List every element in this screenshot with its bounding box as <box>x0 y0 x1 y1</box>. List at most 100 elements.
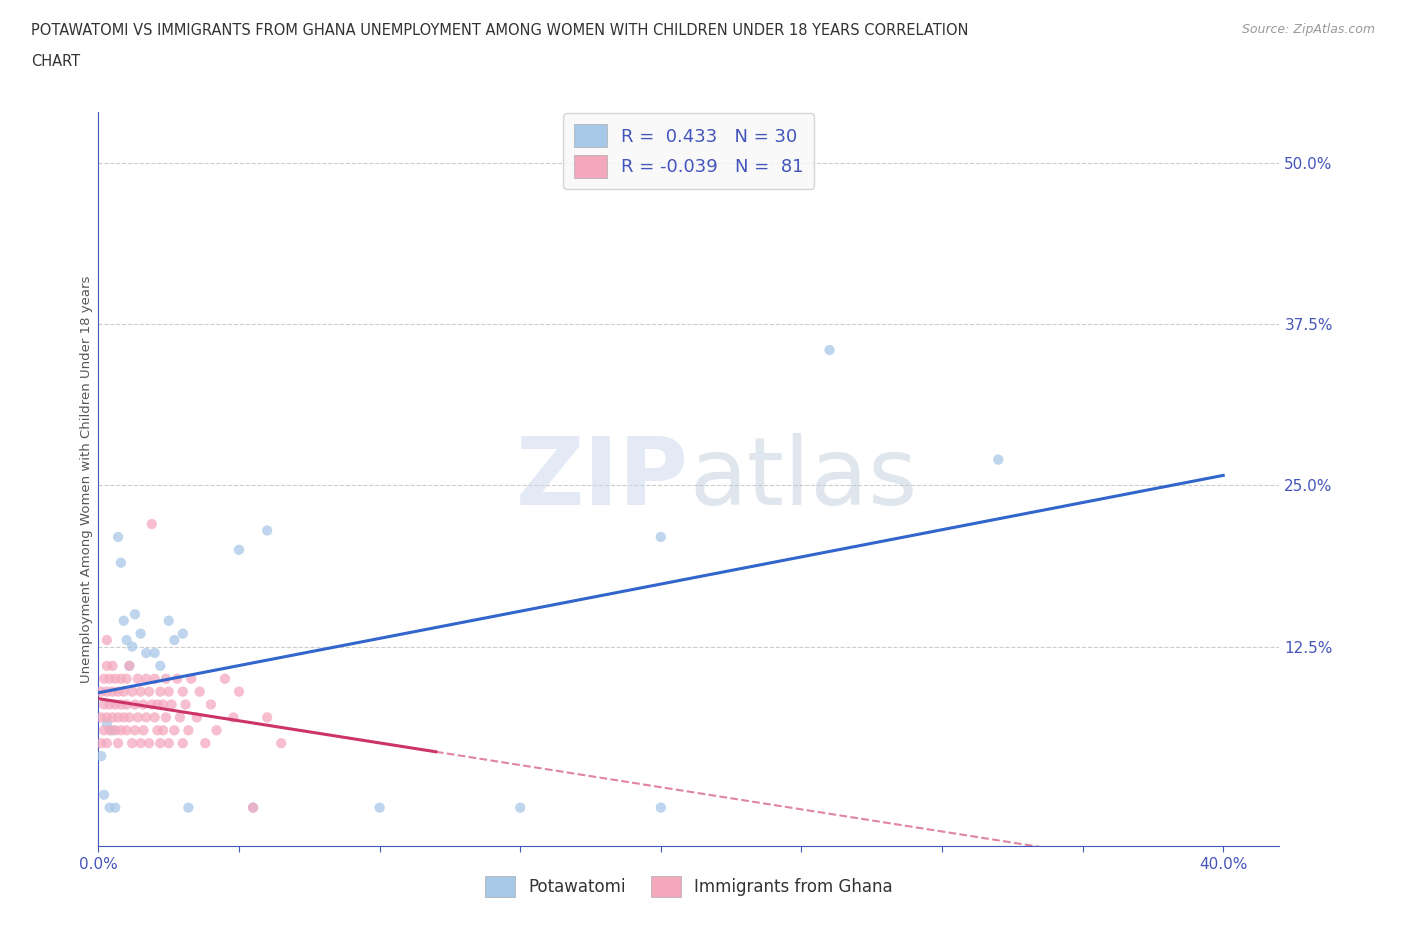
Point <box>163 632 186 647</box>
Point <box>149 684 172 699</box>
Point <box>107 529 129 544</box>
Point <box>101 684 124 699</box>
Point <box>96 632 118 647</box>
Point <box>155 710 177 724</box>
Point <box>177 800 200 815</box>
Point <box>93 723 115 737</box>
Point <box>96 710 118 724</box>
Point <box>129 684 152 699</box>
Point <box>112 684 135 699</box>
Point <box>110 555 132 570</box>
Point <box>124 698 146 712</box>
Point <box>509 800 531 815</box>
Point <box>115 671 138 686</box>
Point <box>368 800 391 815</box>
Point <box>270 736 292 751</box>
Point <box>987 452 1010 467</box>
Point <box>135 710 157 724</box>
Point <box>172 736 194 751</box>
Point <box>110 723 132 737</box>
Point <box>163 723 186 737</box>
Point <box>101 710 124 724</box>
Point <box>242 800 264 815</box>
Point <box>115 698 138 712</box>
Point <box>104 671 127 686</box>
Point <box>149 658 172 673</box>
Point <box>146 723 169 737</box>
Point <box>96 658 118 673</box>
Point <box>90 684 112 699</box>
Point <box>169 710 191 724</box>
Point <box>90 736 112 751</box>
Point <box>107 710 129 724</box>
Point <box>93 788 115 803</box>
Point <box>155 671 177 686</box>
Point <box>222 710 245 724</box>
Point <box>129 626 152 641</box>
Text: Source: ZipAtlas.com: Source: ZipAtlas.com <box>1241 23 1375 36</box>
Point <box>98 698 121 712</box>
Point <box>90 710 112 724</box>
Point <box>149 736 172 751</box>
Point <box>132 723 155 737</box>
Point <box>132 698 155 712</box>
Text: atlas: atlas <box>689 433 917 525</box>
Point <box>152 698 174 712</box>
Y-axis label: Unemployment Among Women with Children Under 18 years: Unemployment Among Women with Children U… <box>80 275 93 683</box>
Point <box>228 542 250 557</box>
Point <box>98 671 121 686</box>
Point <box>143 645 166 660</box>
Point <box>166 671 188 686</box>
Point <box>214 671 236 686</box>
Point <box>177 723 200 737</box>
Point <box>104 800 127 815</box>
Point <box>98 800 121 815</box>
Point <box>650 529 672 544</box>
Point <box>152 723 174 737</box>
Point <box>194 736 217 751</box>
Point <box>172 684 194 699</box>
Point <box>90 749 112 764</box>
Text: POTAWATOMI VS IMMIGRANTS FROM GHANA UNEMPLOYMENT AMONG WOMEN WITH CHILDREN UNDER: POTAWATOMI VS IMMIGRANTS FROM GHANA UNEM… <box>31 23 969 38</box>
Point <box>104 698 127 712</box>
Point <box>138 736 160 751</box>
Point <box>200 698 222 712</box>
Point <box>121 639 143 654</box>
Point <box>141 698 163 712</box>
Point <box>818 342 841 357</box>
Point <box>146 698 169 712</box>
Point <box>96 736 118 751</box>
Point <box>143 671 166 686</box>
Point <box>115 632 138 647</box>
Point <box>186 710 208 724</box>
Point <box>188 684 211 699</box>
Point <box>129 736 152 751</box>
Point <box>157 736 180 751</box>
Point <box>107 736 129 751</box>
Point <box>93 698 115 712</box>
Point <box>96 716 118 731</box>
Text: CHART: CHART <box>31 54 80 69</box>
Point <box>101 658 124 673</box>
Point <box>135 671 157 686</box>
Point <box>118 710 141 724</box>
Point <box>127 710 149 724</box>
Text: ZIP: ZIP <box>516 433 689 525</box>
Point <box>112 613 135 628</box>
Point <box>256 710 278 724</box>
Point <box>104 723 127 737</box>
Point <box>650 800 672 815</box>
Point <box>143 710 166 724</box>
Point <box>141 517 163 532</box>
Point <box>110 671 132 686</box>
Point <box>228 684 250 699</box>
Point <box>172 626 194 641</box>
Point <box>121 736 143 751</box>
Point <box>112 710 135 724</box>
Point <box>93 671 115 686</box>
Point <box>174 698 197 712</box>
Point <box>135 645 157 660</box>
Point <box>160 698 183 712</box>
Point <box>110 698 132 712</box>
Legend: Potawatomi, Immigrants from Ghana: Potawatomi, Immigrants from Ghana <box>478 870 900 904</box>
